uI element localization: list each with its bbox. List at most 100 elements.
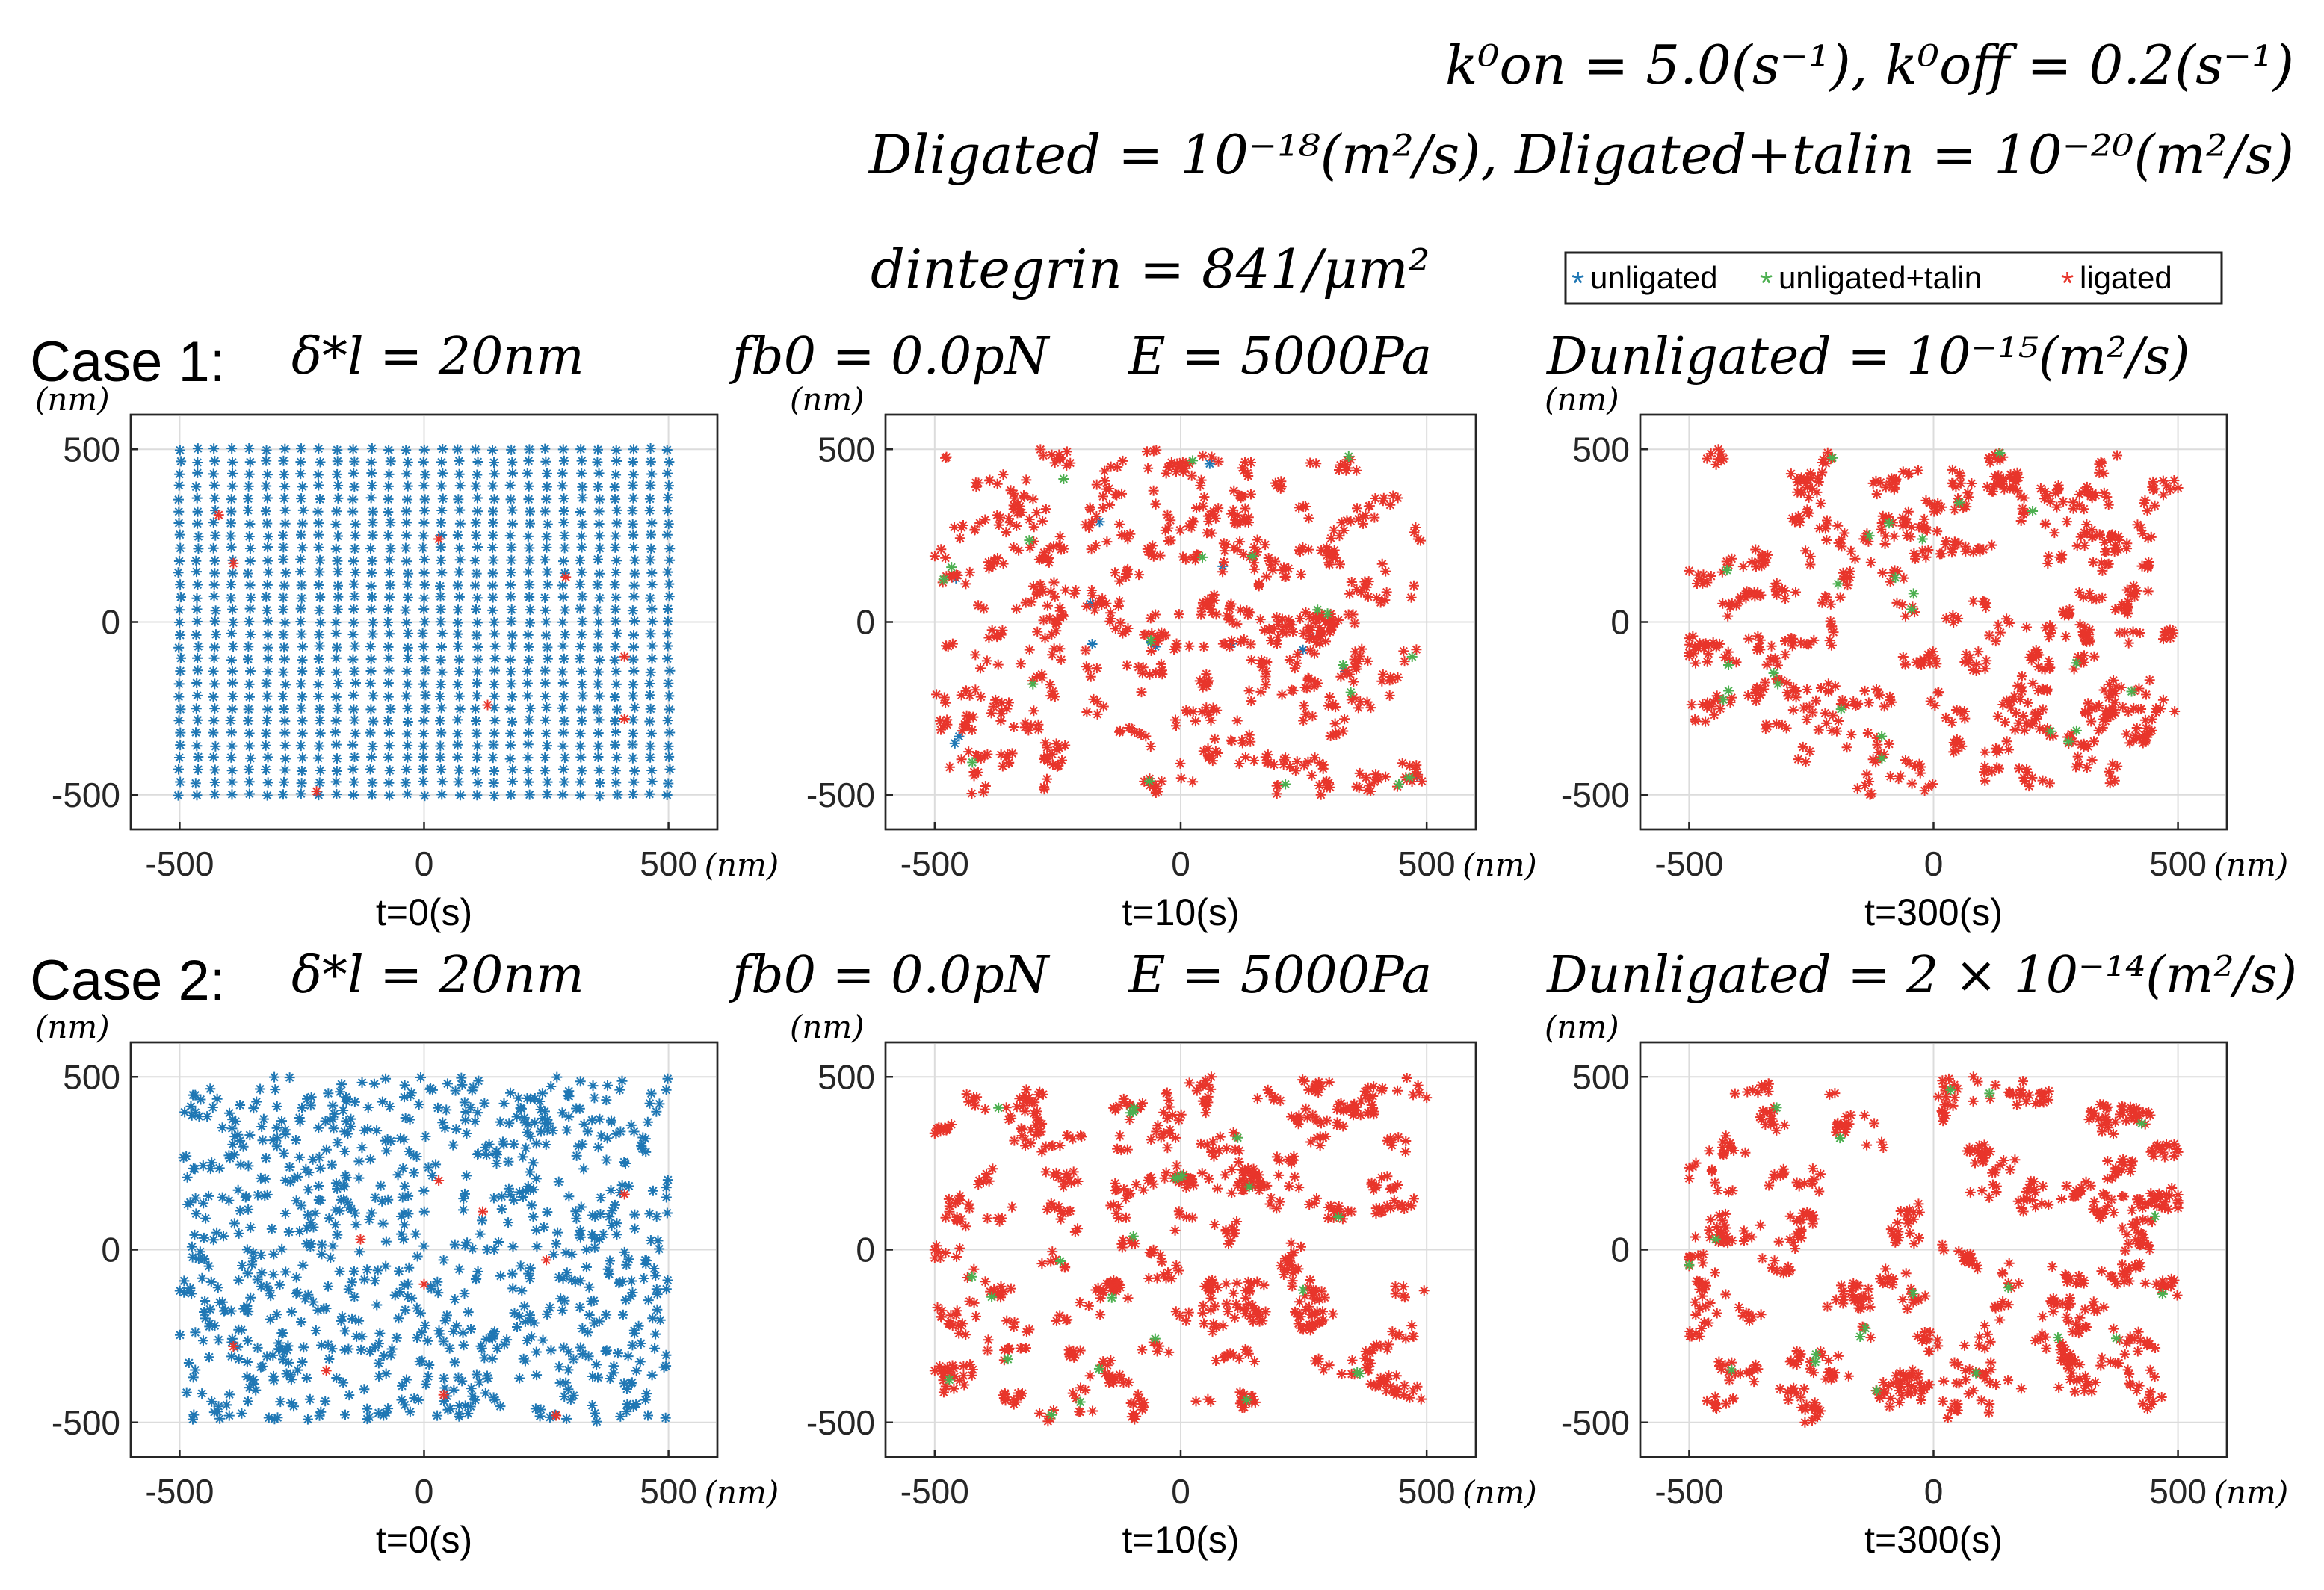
point-unligated — [280, 567, 291, 578]
point-unligated — [243, 1160, 254, 1172]
point-unligated — [312, 1305, 324, 1316]
point-ligated — [1072, 1176, 1084, 1187]
point-ligated — [1211, 1355, 1222, 1367]
point-ligated — [1919, 513, 1930, 525]
point-ligated — [1121, 565, 1132, 576]
point-unligated — [305, 1242, 316, 1253]
point-unligated — [349, 543, 360, 554]
point-ligated — [1304, 1319, 1315, 1330]
point-ligated — [1199, 1074, 1211, 1086]
point-ligated — [1007, 1201, 1018, 1213]
point-ligated — [1025, 1125, 1036, 1136]
point-unligated — [262, 642, 273, 653]
point-ligated — [1950, 745, 1962, 756]
point-ligated — [2029, 708, 2040, 720]
point-unligated — [560, 1377, 572, 1388]
point-ligated — [1288, 1267, 1299, 1278]
point-unligated — [645, 554, 656, 566]
point-unligated — [296, 778, 307, 789]
point-unligated-talin — [1027, 678, 1039, 690]
point-ligated — [1051, 1315, 1062, 1326]
point-unligated — [278, 554, 289, 565]
point-unligated — [642, 1116, 653, 1127]
point-ligated — [1039, 782, 1050, 793]
point-unligated — [1087, 638, 1098, 649]
point-ligated — [1900, 1268, 1912, 1279]
point-ligated — [1199, 492, 1210, 503]
point-ligated — [1329, 545, 1340, 556]
point-ligated — [2079, 650, 2090, 661]
point-unligated — [577, 1323, 588, 1334]
point-unligated — [381, 1145, 392, 1157]
point-unligated — [402, 717, 413, 728]
point-unligated — [244, 776, 255, 788]
point-ligated — [1824, 1089, 1835, 1100]
point-unligated — [350, 1219, 362, 1231]
point-ligated — [965, 1359, 976, 1370]
point-ligated — [1212, 1183, 1223, 1194]
point-unligated — [244, 543, 256, 554]
point-ligated — [992, 552, 1003, 563]
point-unligated — [291, 1195, 302, 1207]
point-ligated — [966, 1370, 977, 1381]
point-ligated — [1136, 687, 1147, 698]
point-unligated-talin — [2071, 725, 2082, 736]
point-ligated — [964, 1203, 975, 1214]
point-unligated — [347, 654, 359, 665]
point-ligated — [1409, 527, 1420, 538]
point-unligated — [247, 1247, 259, 1258]
point-ligated — [1051, 619, 1063, 630]
point-ligated — [1894, 1376, 1906, 1387]
point-unligated — [507, 457, 518, 468]
point-ligated — [1694, 1284, 1705, 1295]
point-unligated — [349, 591, 360, 602]
case-1-force: fb0 = 0.0pN — [729, 327, 1051, 386]
point-ligated — [2151, 707, 2162, 718]
point-ligated — [1032, 1112, 1042, 1123]
point-unligated-talin — [2063, 736, 2074, 747]
point-unligated — [575, 752, 587, 763]
point-unligated — [208, 591, 220, 602]
point-unligated — [418, 678, 429, 690]
point-ligated — [1376, 1082, 1388, 1093]
point-unligated — [278, 789, 289, 800]
point-ligated — [2116, 599, 2127, 610]
point-ligated — [974, 663, 986, 674]
point-ligated — [1377, 669, 1388, 680]
point-ligated — [1260, 1306, 1271, 1317]
point-ligated — [1169, 644, 1180, 655]
point-ligated — [1317, 1316, 1328, 1327]
point-ligated — [1838, 567, 1849, 578]
point-unligated — [365, 727, 376, 738]
point-ligated — [2033, 685, 2044, 696]
point-unligated — [442, 1404, 454, 1415]
point-ligated — [1090, 540, 1101, 551]
point-unligated — [349, 714, 360, 726]
point-unligated — [454, 455, 465, 466]
point-unligated — [949, 737, 960, 749]
point-unligated — [488, 554, 499, 566]
point-unligated — [235, 1135, 246, 1146]
point-ligated — [1246, 1396, 1258, 1408]
point-ligated — [932, 1302, 943, 1314]
point-unligated — [540, 690, 551, 702]
point-ligated — [974, 518, 986, 529]
point-unligated — [261, 1153, 272, 1164]
point-ligated — [1980, 775, 1991, 786]
point-ligated — [1380, 566, 1391, 577]
point-ligated — [1081, 601, 1093, 612]
point-ligated — [1063, 1172, 1074, 1184]
point-ligated — [955, 1320, 966, 1331]
point-ligated — [1217, 1320, 1229, 1331]
point-ligated — [1805, 1356, 1816, 1367]
point-unligated — [315, 728, 326, 739]
y-tick-label: 0 — [856, 1231, 875, 1269]
point-ligated — [966, 724, 977, 735]
point-ligated — [1817, 467, 1828, 478]
point-unligated — [383, 652, 395, 663]
point-unligated — [315, 554, 326, 566]
point-unligated — [644, 505, 655, 516]
point-ligated — [1897, 512, 1909, 523]
point-unligated — [403, 628, 414, 639]
